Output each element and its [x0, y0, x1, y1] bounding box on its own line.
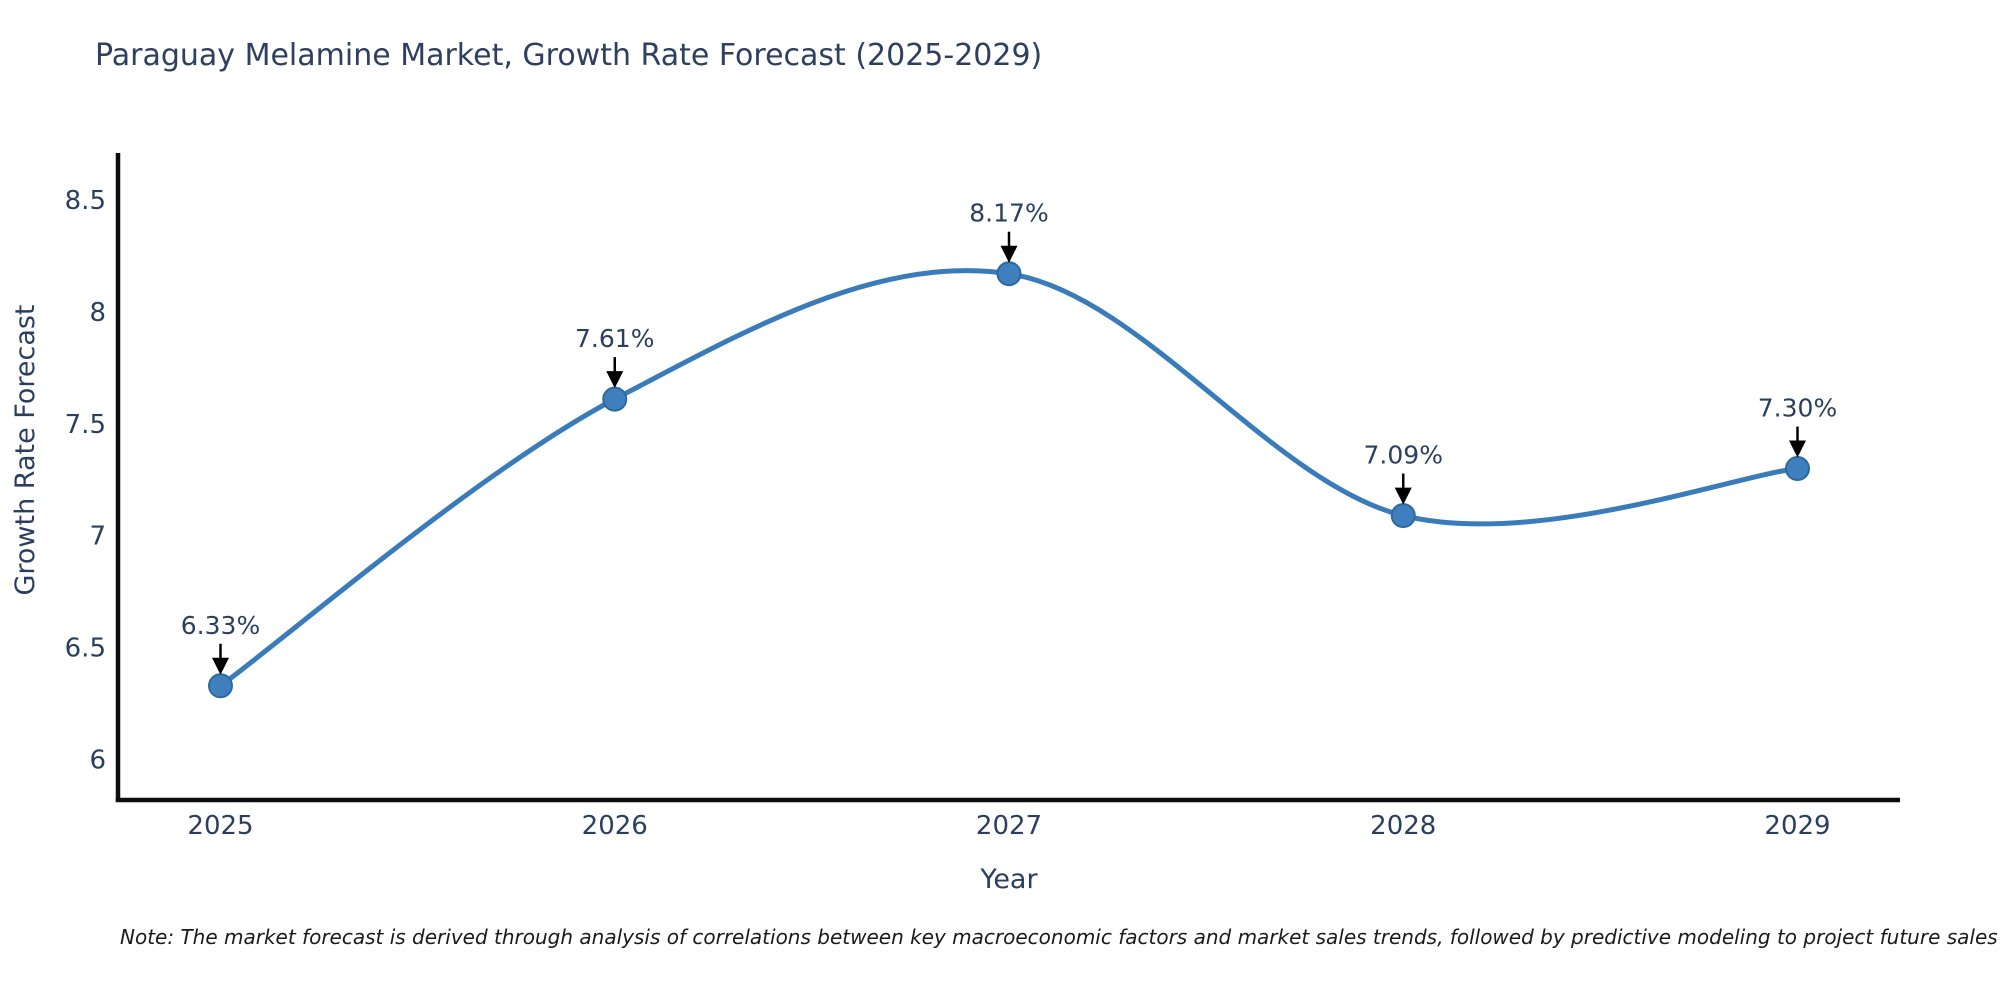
data-point-marker	[1784, 456, 1810, 482]
x-tick-label: 2028	[1370, 811, 1436, 841]
annotation-arrow-head	[1788, 440, 1806, 458]
data-point-marker	[208, 673, 234, 699]
x-axis-title: Year	[979, 864, 1038, 895]
y-axis-title: Growth Rate Forecast	[10, 304, 41, 595]
y-tick-label: 7	[89, 522, 106, 552]
data-point-marker	[602, 386, 628, 412]
data-point-marker	[996, 261, 1022, 287]
x-tick-label: 2025	[187, 811, 253, 841]
annotation-arrow-head	[1000, 245, 1018, 263]
x-tick-label: 2026	[582, 811, 648, 841]
y-tick-label: 7.5	[65, 410, 106, 440]
forecast-spline-line	[218, 268, 1800, 689]
data-point-value-label: 6.33%	[181, 611, 260, 640]
chart-title: Paraguay Melamine Market, Growth Rate Fo…	[95, 38, 1042, 73]
x-tick-label: 2027	[976, 811, 1042, 841]
data-point-value-label: 7.30%	[1758, 394, 1837, 423]
data-point-value-label: 7.61%	[575, 324, 654, 353]
plot-area: 6 6.5 7 7.5 8 8.5 2025 2026 2027 2028 2029 6.33% 7.6…	[65, 186, 1838, 841]
x-tick-label: 2029	[1764, 811, 1830, 841]
data-point-value-label: 7.09%	[1364, 441, 1443, 470]
annotation-arrow-head	[212, 657, 230, 675]
y-tick-label: 8.5	[65, 186, 106, 216]
y-tick-label: 6.5	[65, 634, 106, 664]
data-point-marker	[1390, 503, 1416, 529]
footnote: Note: The market forecast is derived thr…	[120, 925, 1998, 949]
y-tick-label: 6	[89, 746, 106, 776]
data-point-value-label: 8.17%	[969, 199, 1048, 228]
annotation-arrow-head	[1394, 487, 1412, 505]
annotation-arrow-head	[606, 371, 624, 389]
y-tick-label: 8	[89, 298, 106, 328]
